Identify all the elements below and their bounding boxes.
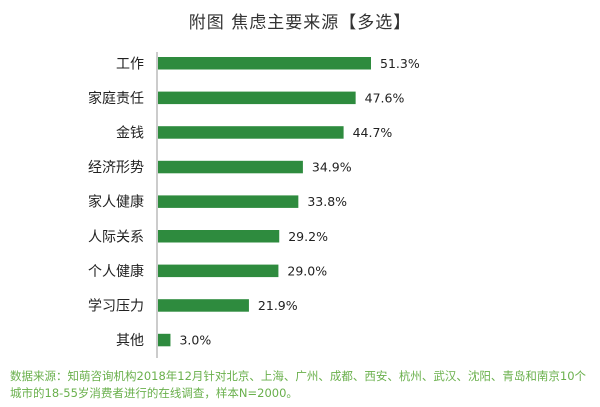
bar-chart: 工作 51.3% 家庭责任 47.6% 金钱 44.7% 经济形势 34.9% 家人健康 33.8… [88,52,420,358]
value-label: 51.3% [380,56,420,71]
value-label: 47.6% [365,90,405,105]
value-label: 29.0% [287,263,327,278]
bar [158,230,280,243]
bar [158,195,299,208]
category-label: 人际关系 [88,229,144,245]
category-label: 家庭责任 [88,90,144,107]
bar [158,264,279,278]
value-label: 34.9% [312,160,352,175]
category-label: 家人健康 [88,194,144,211]
value-label: 33.8% [307,194,347,209]
category-label: 金钱 [116,125,144,141]
category-label: 其他 [116,333,144,349]
bar [158,57,371,70]
bar [158,299,249,312]
value-label: 21.9% [258,298,298,313]
bar [158,126,344,139]
category-label: 经济形势 [88,160,144,176]
bar [158,91,356,105]
value-label: 29.2% [288,229,328,244]
source-note: 数据来源：知萌咨询机构2018年12月针对北京、上海、广州、成都、西安、杭州、武… [10,369,587,400]
value-label: 44.7% [353,125,393,140]
bar [158,333,171,347]
bar [158,160,303,174]
category-label: 工作 [116,56,144,72]
bars-layer: 工作 51.3% 家庭责任 47.6% 金钱 44.7% 经济形势 34.9% 家人健康 33.8… [88,56,420,349]
category-label: 学习压力 [88,298,144,314]
chart-title: 附图 焦虑主要来源【多选】 [188,13,412,33]
value-label: 3.0% [179,333,211,348]
category-label: 个人健康 [88,263,144,280]
